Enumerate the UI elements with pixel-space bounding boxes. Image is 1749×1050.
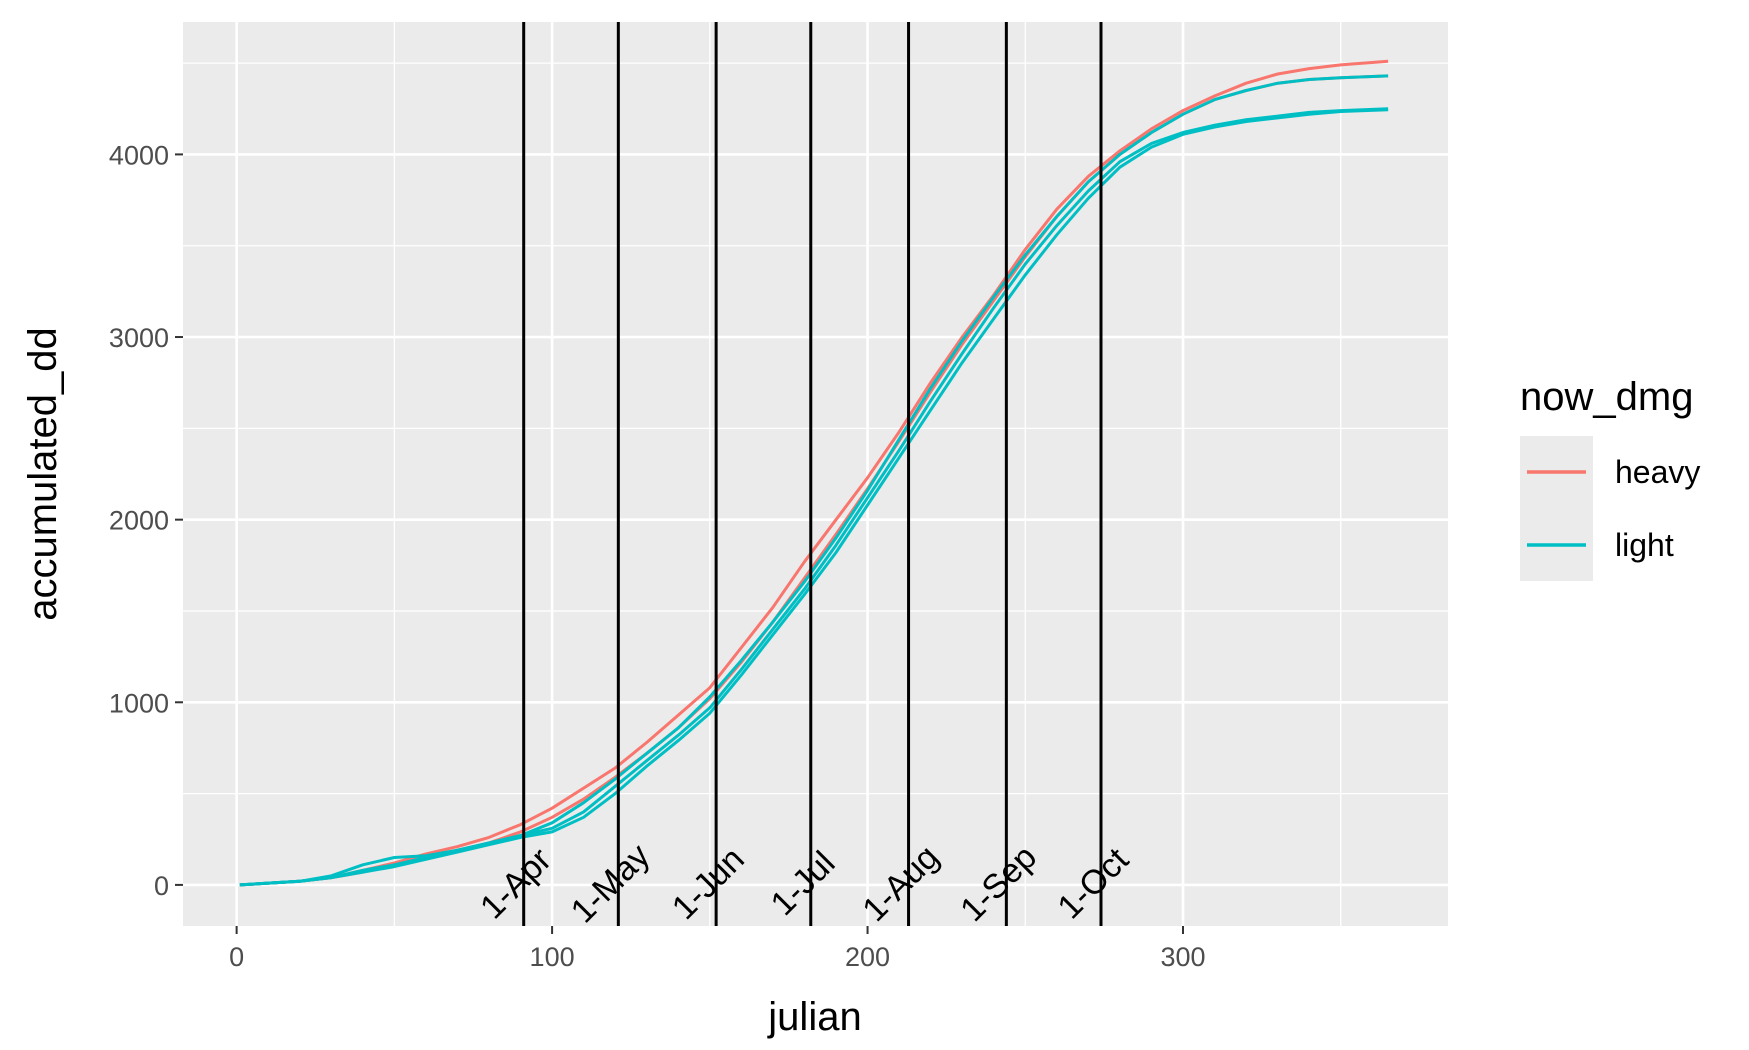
x-tick-label: 300 [1160, 942, 1205, 972]
x-axis: 0 100 200 300 [229, 926, 1206, 972]
series-line-light [239, 107, 1389, 887]
y-tick-label: 0 [154, 871, 169, 901]
minor-gridlines [183, 22, 1448, 926]
series-line-heavy [239, 59, 1389, 887]
major-gridlines [183, 22, 1448, 926]
legend-keys-background [1520, 436, 1593, 581]
series-line-light [239, 108, 1389, 887]
y-axis: 0 1000 2000 3000 4000 [109, 140, 183, 901]
legend-label-heavy: heavy [1615, 454, 1700, 490]
panel-background [183, 22, 1448, 926]
series-lines [239, 59, 1389, 887]
y-axis-title: accumulated_dd [21, 327, 65, 621]
legend-title: now_dmg [1520, 375, 1693, 419]
x-tick-label: 100 [530, 942, 575, 972]
x-axis-title: julian [767, 995, 861, 1039]
x-tick-label: 0 [229, 942, 244, 972]
legend: now_dmg heavy light [1520, 375, 1700, 581]
y-tick-label: 4000 [109, 140, 169, 170]
y-tick-label: 1000 [109, 688, 169, 718]
y-tick-label: 3000 [109, 323, 169, 353]
legend-label-light: light [1615, 527, 1674, 563]
y-tick-label: 2000 [109, 506, 169, 536]
x-tick-label: 200 [845, 942, 890, 972]
